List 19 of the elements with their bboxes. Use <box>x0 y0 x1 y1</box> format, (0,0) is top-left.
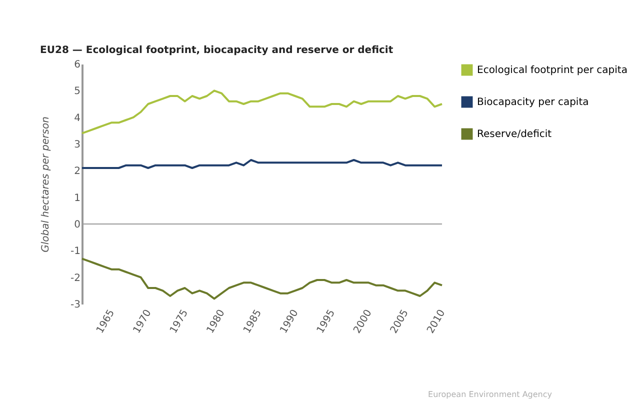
legend-label: Biocapacity per capita <box>477 97 589 108</box>
text: European Environment Agency <box>428 390 552 399</box>
y-tick-label: -3 <box>70 300 80 310</box>
y-tick-label: 2 <box>74 166 80 178</box>
legend-label: Reserve/deficit <box>477 129 552 140</box>
y-tick-label: 5 <box>74 86 80 98</box>
y-tick-label: -1 <box>70 246 80 258</box>
chart-title: EU28 — Ecological footprint, biocapacity and reserve or deficit <box>40 45 394 56</box>
y-tick-label: -2 <box>70 272 80 284</box>
line-series <box>81 159 443 169</box>
legend-label: Ecological footprint per capita <box>477 65 628 76</box>
y-tick-label: 3 <box>74 140 80 150</box>
y-tick-label: 0 <box>74 220 80 230</box>
y-tick-label: 1 <box>74 192 80 204</box>
y-tick-label: 6 <box>74 60 80 70</box>
y-axis-title: Global hectares per person <box>40 116 52 252</box>
line-series <box>81 90 443 134</box>
line-series <box>81 258 443 300</box>
y-tick-label: 4 <box>74 112 80 124</box>
